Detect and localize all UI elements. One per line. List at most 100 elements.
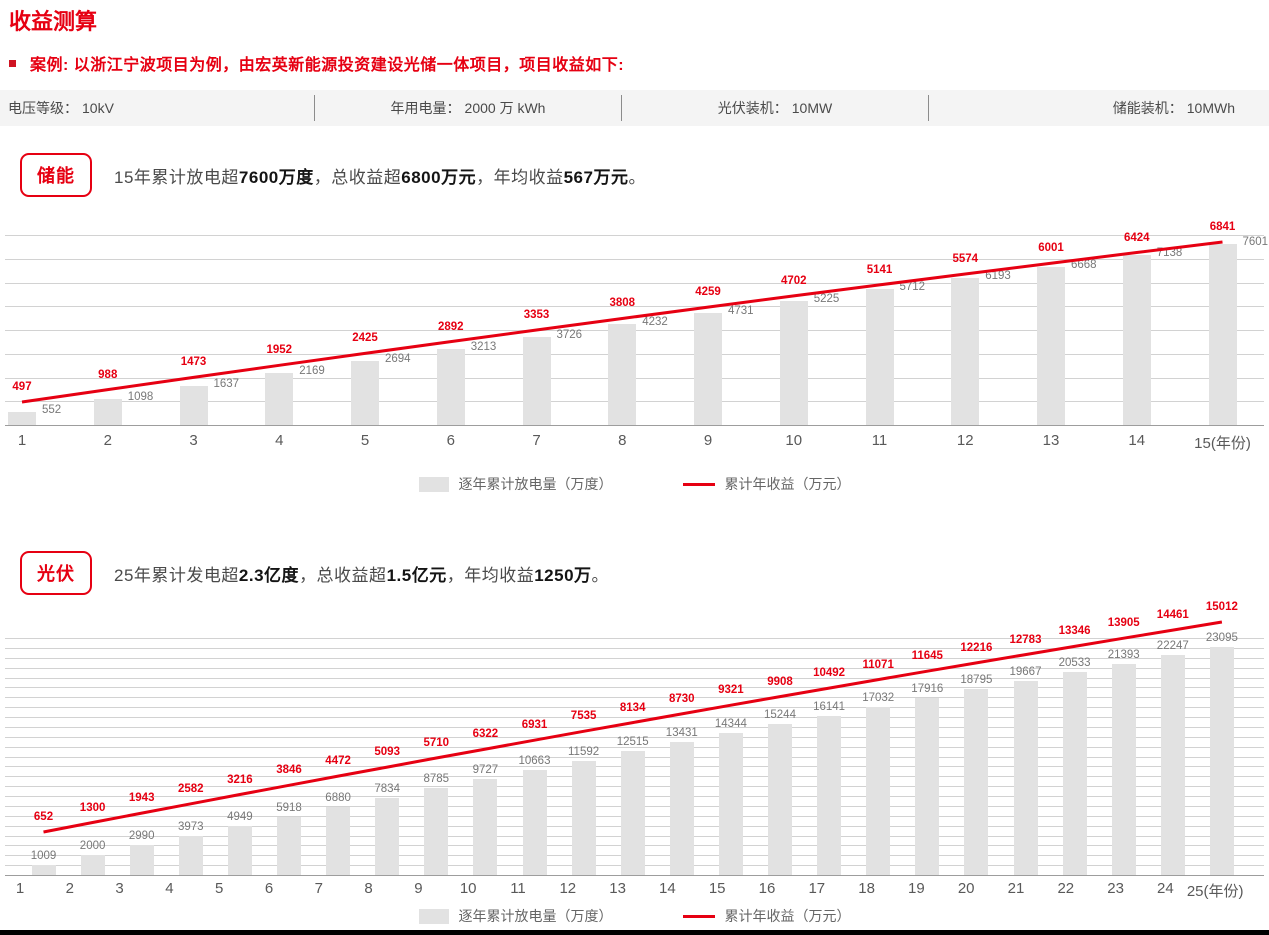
revenue-line xyxy=(43,620,1223,834)
bar-year-23 xyxy=(1111,663,1136,875)
bar-value-label: 4232 xyxy=(642,316,668,329)
line-value-label: 3353 xyxy=(523,308,550,321)
x-tick-13: 13 xyxy=(1042,432,1060,449)
gridline xyxy=(5,736,1264,738)
bar-year-1 xyxy=(8,411,36,425)
info-value: 2000 万 kWh xyxy=(464,100,546,116)
gridline xyxy=(5,707,1264,709)
bar-value-label: 12515 xyxy=(616,736,649,749)
gridline xyxy=(5,657,1264,659)
x-tick-18: 18 xyxy=(858,880,875,897)
info-label: 储能装机： xyxy=(1112,100,1183,116)
gridline xyxy=(5,667,1264,669)
bar-year-11 xyxy=(865,289,894,425)
gridline xyxy=(5,746,1264,748)
legend-label: 逐年累计放电量（万度） xyxy=(458,908,613,924)
bar-year-5 xyxy=(227,826,252,875)
bar-year-25 xyxy=(1209,646,1234,875)
line-value-label: 11645 xyxy=(911,650,943,663)
line-value-label: 3216 xyxy=(227,773,253,786)
line-value-label: 8730 xyxy=(669,692,695,705)
line-value-label: 13905 xyxy=(1107,617,1140,630)
info-cell-2: 光伏装机： 10MW xyxy=(621,95,928,121)
bar-value-label: 17916 xyxy=(911,683,944,696)
headline-segment: ，年均收益 xyxy=(446,565,535,585)
bar-year-8 xyxy=(375,797,400,875)
bar-year-14 xyxy=(669,742,694,875)
headline-segment: 1250万 xyxy=(534,565,592,585)
bar-value-label: 18795 xyxy=(960,674,993,687)
line-value-label: 988 xyxy=(98,368,118,381)
bar-year-22 xyxy=(1062,672,1087,875)
line-value-label: 6322 xyxy=(472,728,499,741)
line-value-label: 1300 xyxy=(79,801,106,814)
bar-year-6 xyxy=(436,348,465,425)
legend-line-swatch-icon xyxy=(682,914,715,918)
line-value-label: 8134 xyxy=(619,701,646,714)
bar-year-20 xyxy=(964,689,989,875)
line-value-label: 5710 xyxy=(423,737,450,750)
info-value: 10kV xyxy=(82,100,114,116)
line-value-label: 12783 xyxy=(1009,633,1042,646)
line-value-label: 1952 xyxy=(266,344,293,357)
bar-value-label: 14344 xyxy=(714,718,747,731)
line-value-label: 6001 xyxy=(1038,242,1064,255)
bar-year-13 xyxy=(620,751,645,875)
info-label: 光伏装机： xyxy=(717,100,788,116)
x-tick-16: 16 xyxy=(758,880,776,897)
bar-value-label: 2990 xyxy=(128,830,155,843)
bar-year-2 xyxy=(80,855,105,875)
x-tick-8: 8 xyxy=(364,880,373,897)
bar-value-label: 3726 xyxy=(556,328,583,341)
bar-value-label: 1009 xyxy=(30,850,57,863)
legend-item: 逐年累计放电量（万度） xyxy=(418,474,613,494)
headline-segment: 7600万度 xyxy=(238,167,314,187)
x-tick-3: 3 xyxy=(115,880,124,897)
bar-value-label: 15244 xyxy=(764,709,796,722)
x-tick-8: 8 xyxy=(618,432,627,449)
pv-badge: 光伏 xyxy=(20,551,92,595)
bar-value-label: 1637 xyxy=(213,378,240,391)
line-value-label: 2892 xyxy=(437,320,464,333)
x-tick-2: 2 xyxy=(103,432,112,449)
bar-value-label: 20533 xyxy=(1058,657,1091,670)
line-value-label: 7535 xyxy=(570,710,597,723)
bar-year-2 xyxy=(93,398,122,425)
info-cell-0: 电压等级： 10kV xyxy=(0,95,314,121)
bar-year-15 xyxy=(1208,244,1237,425)
project-info-bar: 电压等级： 10kV 年用电量： 2000 万 kWh 光伏装机： 10MW 储能装机： 10… xyxy=(0,90,1269,126)
line-value-label: 1473 xyxy=(180,356,207,369)
bar-year-10 xyxy=(779,300,808,425)
bar-year-9 xyxy=(424,788,449,875)
gridline xyxy=(5,638,1264,639)
bar-value-label: 8785 xyxy=(423,773,450,786)
bar-value-label: 1098 xyxy=(127,390,154,403)
bar-year-10 xyxy=(473,778,498,875)
bar-year-9 xyxy=(694,312,722,425)
bar-value-label: 7601 xyxy=(1242,236,1269,249)
line-value-label: 14461 xyxy=(1156,609,1189,622)
headline-segment: 。 xyxy=(591,565,610,585)
line-value-label: 10492 xyxy=(813,667,846,680)
x-tick-11: 11 xyxy=(510,880,526,897)
x-tick-24: 24 xyxy=(1157,880,1174,897)
x-tick-9: 9 xyxy=(414,880,423,897)
x-tick-1: 1 xyxy=(15,880,25,897)
legend-bar-swatch-icon xyxy=(418,908,449,924)
gridline xyxy=(5,258,1264,260)
bar-value-label: 13431 xyxy=(665,727,698,740)
bar-value-label: 17032 xyxy=(862,691,895,704)
gridline xyxy=(5,726,1264,728)
section-header-pv: 光伏 25年累计发电超2.3亿度，总收益超1.5亿元，年均收益1250万。 xyxy=(20,551,609,595)
x-tick-5: 5 xyxy=(360,432,370,449)
legend-item: 累计年收益（万元） xyxy=(682,474,851,494)
x-tick-12: 12 xyxy=(956,432,974,449)
x-tick-7: 7 xyxy=(314,880,323,897)
bar-value-label: 16141 xyxy=(813,700,846,713)
headline-segment: 6800万元 xyxy=(401,167,477,187)
legend-line-swatch-icon xyxy=(682,482,715,486)
legend-label: 逐年累计放电量（万度） xyxy=(458,476,613,492)
bar-value-label: 5918 xyxy=(276,801,302,814)
headline-segment: 。 xyxy=(628,167,646,187)
info-label: 电压等级： xyxy=(8,100,78,116)
